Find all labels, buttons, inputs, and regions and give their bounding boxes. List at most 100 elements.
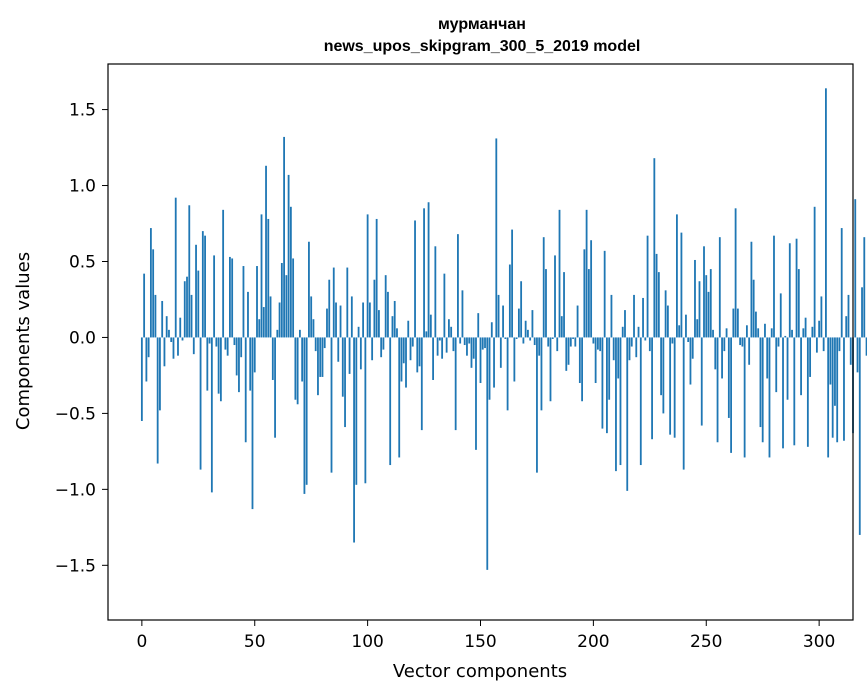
bar-242 — [687, 337, 690, 342]
bar-80 — [321, 337, 324, 377]
bar-19 — [183, 281, 186, 338]
bar-156 — [493, 337, 495, 388]
bar-69 — [296, 337, 299, 405]
bar-192 — [574, 337, 577, 347]
bars-group — [140, 88, 867, 570]
bar-7 — [156, 337, 159, 464]
bar-275 — [761, 337, 764, 443]
bar-202 — [596, 337, 599, 350]
bar-141 — [459, 337, 462, 344]
bar-104 — [375, 218, 378, 338]
bar-0 — [140, 337, 143, 421]
bar-218 — [633, 294, 635, 338]
bar-113 — [396, 328, 398, 338]
bar-261 — [730, 337, 732, 453]
bar-182 — [551, 337, 554, 339]
bar-65 — [287, 174, 290, 338]
bar-127 — [427, 202, 430, 338]
bar-43 — [238, 337, 240, 393]
bar-101 — [368, 302, 371, 338]
bar-256 — [718, 237, 721, 338]
x-axis-label: Vector components — [393, 661, 567, 682]
bar-138 — [452, 337, 455, 352]
bar-198 — [587, 269, 590, 338]
bar-107 — [382, 337, 385, 350]
bar-87 — [337, 337, 340, 362]
bar-317 — [856, 337, 859, 373]
bar-219 — [635, 337, 638, 358]
bar-145 — [468, 337, 471, 344]
bar-204 — [601, 337, 604, 429]
bar-208 — [610, 294, 613, 338]
y-tick-label: −0.5 — [55, 404, 96, 424]
bar-313 — [847, 294, 850, 338]
bar-53 — [260, 214, 263, 338]
bar-54 — [262, 307, 265, 338]
bar-287 — [788, 243, 791, 338]
bar-154 — [488, 337, 491, 400]
bar-73 — [305, 337, 308, 485]
bar-258 — [723, 337, 726, 352]
bar-92 — [348, 337, 351, 374]
bar-209 — [612, 337, 615, 361]
bar-309 — [838, 337, 841, 352]
bar-39 — [229, 256, 231, 338]
chart-title: мурманчан — [438, 16, 526, 33]
bar-306 — [831, 337, 834, 438]
bar-91 — [346, 267, 349, 338]
bar-200 — [592, 337, 595, 344]
bar-77 — [314, 337, 317, 352]
bar-159 — [499, 337, 502, 368]
bar-247 — [698, 281, 701, 338]
bar-99 — [364, 337, 367, 484]
bar-126 — [425, 331, 428, 338]
bar-316 — [854, 199, 857, 338]
bar-4 — [149, 228, 152, 338]
bar-62 — [280, 263, 283, 338]
bar-36 — [222, 209, 225, 338]
bar-41 — [233, 337, 236, 346]
bar-180 — [547, 337, 550, 347]
bar-118 — [407, 320, 410, 338]
bar-284 — [782, 337, 784, 449]
bar-249 — [703, 246, 705, 338]
bar-33 — [215, 337, 218, 347]
bar-234 — [669, 337, 672, 435]
bar-40 — [231, 258, 234, 338]
bar-160 — [502, 305, 504, 338]
bar-47 — [247, 291, 249, 338]
plot-frame — [107, 63, 854, 621]
bar-66 — [289, 206, 292, 338]
bar-146 — [470, 337, 473, 368]
y-axis-label: Components values — [13, 252, 34, 430]
bar-49 — [251, 337, 254, 510]
bar-123 — [418, 337, 421, 367]
bar-178 — [542, 237, 545, 338]
bar-207 — [608, 337, 611, 400]
bar-131 — [436, 337, 439, 356]
bar-16 — [177, 337, 179, 356]
bar-238 — [678, 325, 681, 338]
bar-28 — [204, 235, 206, 338]
bar-286 — [786, 337, 789, 400]
bar-128 — [429, 314, 432, 338]
bar-1 — [143, 273, 146, 338]
bar-114 — [398, 337, 401, 458]
bar-51 — [256, 266, 258, 338]
bar-211 — [617, 337, 620, 379]
chart-subtitle: news_upos_skipgram_300_5_2019 model — [324, 38, 641, 55]
bar-250 — [705, 275, 708, 338]
bar-112 — [393, 300, 396, 338]
bar-300 — [818, 320, 821, 338]
bar-215 — [626, 337, 629, 491]
bar-233 — [666, 305, 669, 338]
bar-170 — [524, 320, 527, 338]
bar-12 — [168, 329, 170, 338]
bar-175 — [536, 337, 538, 473]
bar-185 — [558, 209, 561, 338]
bar-125 — [423, 208, 425, 338]
bar-167 — [517, 308, 520, 338]
bar-24 — [195, 244, 197, 338]
bar-221 — [639, 337, 642, 466]
bar-270 — [750, 241, 753, 338]
